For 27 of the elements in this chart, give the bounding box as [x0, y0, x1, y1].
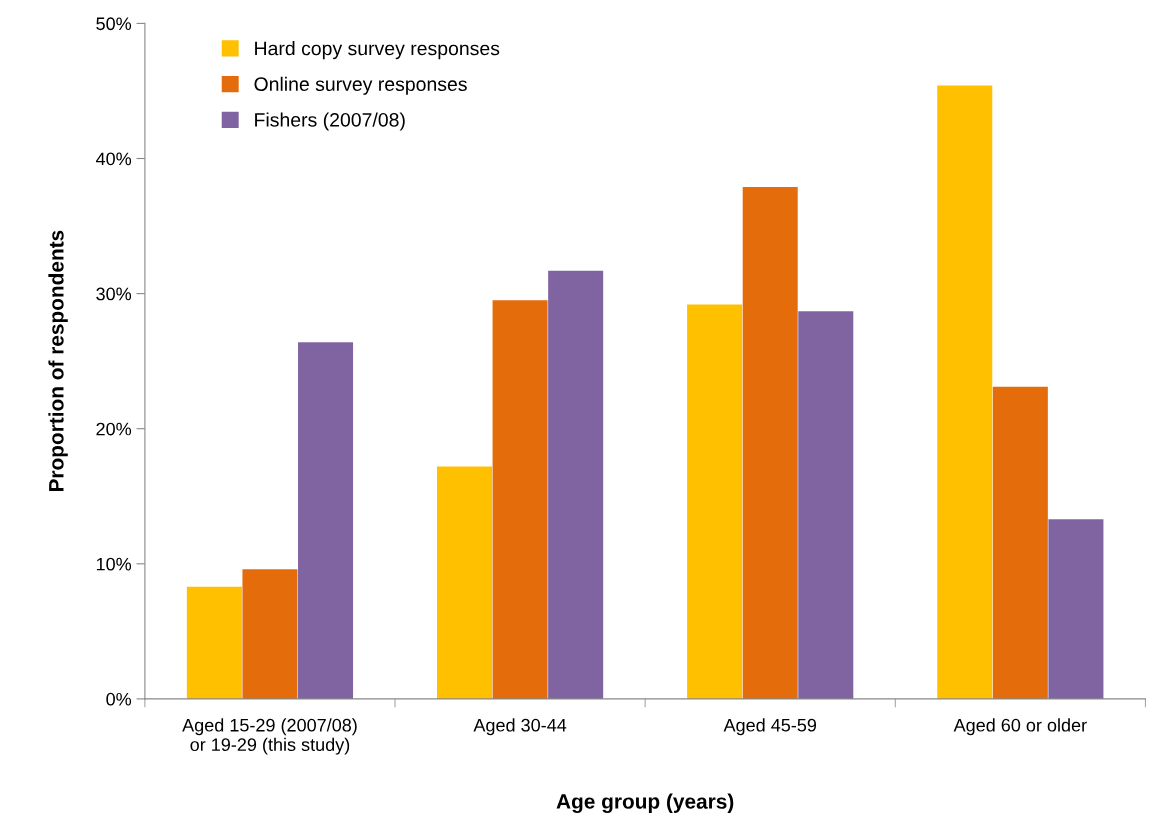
y-tick-label: 40%: [95, 152, 132, 166]
x-tick-label: Aged 60 or older: [953, 718, 1087, 736]
y-tick-label: 10%: [96, 557, 132, 571]
legend-label: Hard copy survey responses: [255, 41, 500, 60]
bar: [687, 304, 743, 699]
bar: [742, 186, 798, 699]
bar: [1048, 519, 1104, 699]
bar: [937, 85, 993, 699]
y-tick-label: 20%: [96, 422, 132, 436]
bar: [548, 270, 604, 699]
bar: [242, 569, 298, 699]
legend-label: Online survey responses: [254, 76, 467, 95]
bar: [186, 586, 242, 699]
x-tick-label: Aged 45-59: [723, 718, 817, 736]
bar: [492, 300, 548, 699]
x-tick-label: Aged 15-29 (2007/08) or 19-29 (this study): [182, 718, 357, 755]
x-tick-label: Aged 30-44: [473, 718, 567, 736]
bar: [298, 342, 354, 699]
y-tick-label: 30%: [96, 287, 132, 301]
bar: [992, 386, 1048, 699]
x-axis-title: Age group (years): [556, 793, 734, 814]
bar: [798, 311, 854, 699]
legend-label: Fishers (2007/08): [255, 112, 405, 131]
y-tick-label: 0%: [106, 692, 132, 706]
bar: [437, 466, 493, 699]
y-tick-label: 50%: [96, 17, 132, 31]
y-axis-title: Proportion of respondents: [48, 230, 68, 492]
